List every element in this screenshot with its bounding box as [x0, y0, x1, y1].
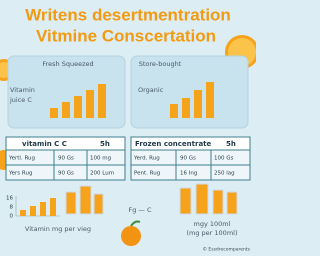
unit-label: (mg per 100ml)	[186, 229, 237, 237]
table-cell: 90 Gs	[58, 156, 74, 162]
panel-side-label: Organic	[138, 86, 164, 94]
table-cell: 100 mg	[90, 156, 111, 162]
panel-side-label: Vitamin	[10, 86, 35, 94]
panel-label: Store-bought	[139, 60, 182, 68]
table-cell: Yerd. Rug	[133, 156, 160, 162]
chart-label: Vitamin mg per vieg	[25, 225, 91, 233]
title-line: Writens desertmentration	[25, 5, 231, 24]
tick-label: 8	[10, 205, 14, 211]
panel	[130, 55, 249, 129]
bar-icons	[20, 198, 56, 216]
tick-label: 16	[6, 196, 13, 202]
table-cell: 250 lag	[214, 171, 235, 177]
panel-label: Fresh Squeezed	[42, 60, 93, 68]
table-cell: 16 Ing	[180, 171, 197, 177]
table-cell: Pent. Rug	[134, 171, 160, 177]
formula: Fg — C	[128, 206, 151, 214]
table-cell: 200 Lum	[90, 171, 114, 177]
bar-icons	[50, 82, 214, 118]
tick-label: 0	[10, 214, 14, 220]
table-header: vitamin C C	[22, 140, 67, 148]
table-cell: 90 Gs	[58, 171, 74, 177]
juice-glasses	[65, 183, 238, 215]
table-cell: 90 Gs	[180, 156, 196, 162]
table-cell: Yertl. Rug	[8, 156, 35, 162]
title-line: Vitmine Conscertation	[36, 26, 216, 45]
table-cell: Yers Rug	[8, 171, 32, 177]
table-header: 5h	[226, 140, 236, 148]
panel	[7, 55, 126, 129]
table	[5, 136, 126, 181]
panel-side-label: juice C	[9, 96, 32, 104]
unit-label: mgy 100ml	[194, 220, 231, 228]
table-cell: 100 Gs	[214, 156, 234, 162]
table	[130, 136, 251, 181]
credit: © Essdrecomparents	[202, 246, 250, 253]
table-header: Frozen concentrate	[135, 140, 212, 148]
infographic: Writens desertmentration Vitmine Conscer…	[0, 5, 259, 253]
table-header: 5h	[100, 140, 110, 148]
